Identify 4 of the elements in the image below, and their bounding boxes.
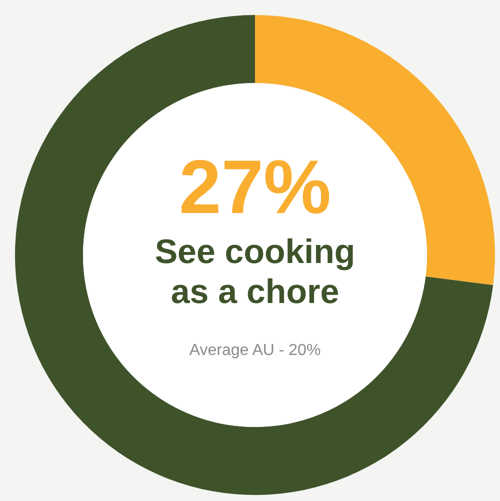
data-label: 27% [178, 145, 332, 230]
donut-slice [15, 15, 494, 495]
text: Average AU - 20% [189, 342, 321, 359]
text: See cooking as a chore [154, 233, 356, 311]
